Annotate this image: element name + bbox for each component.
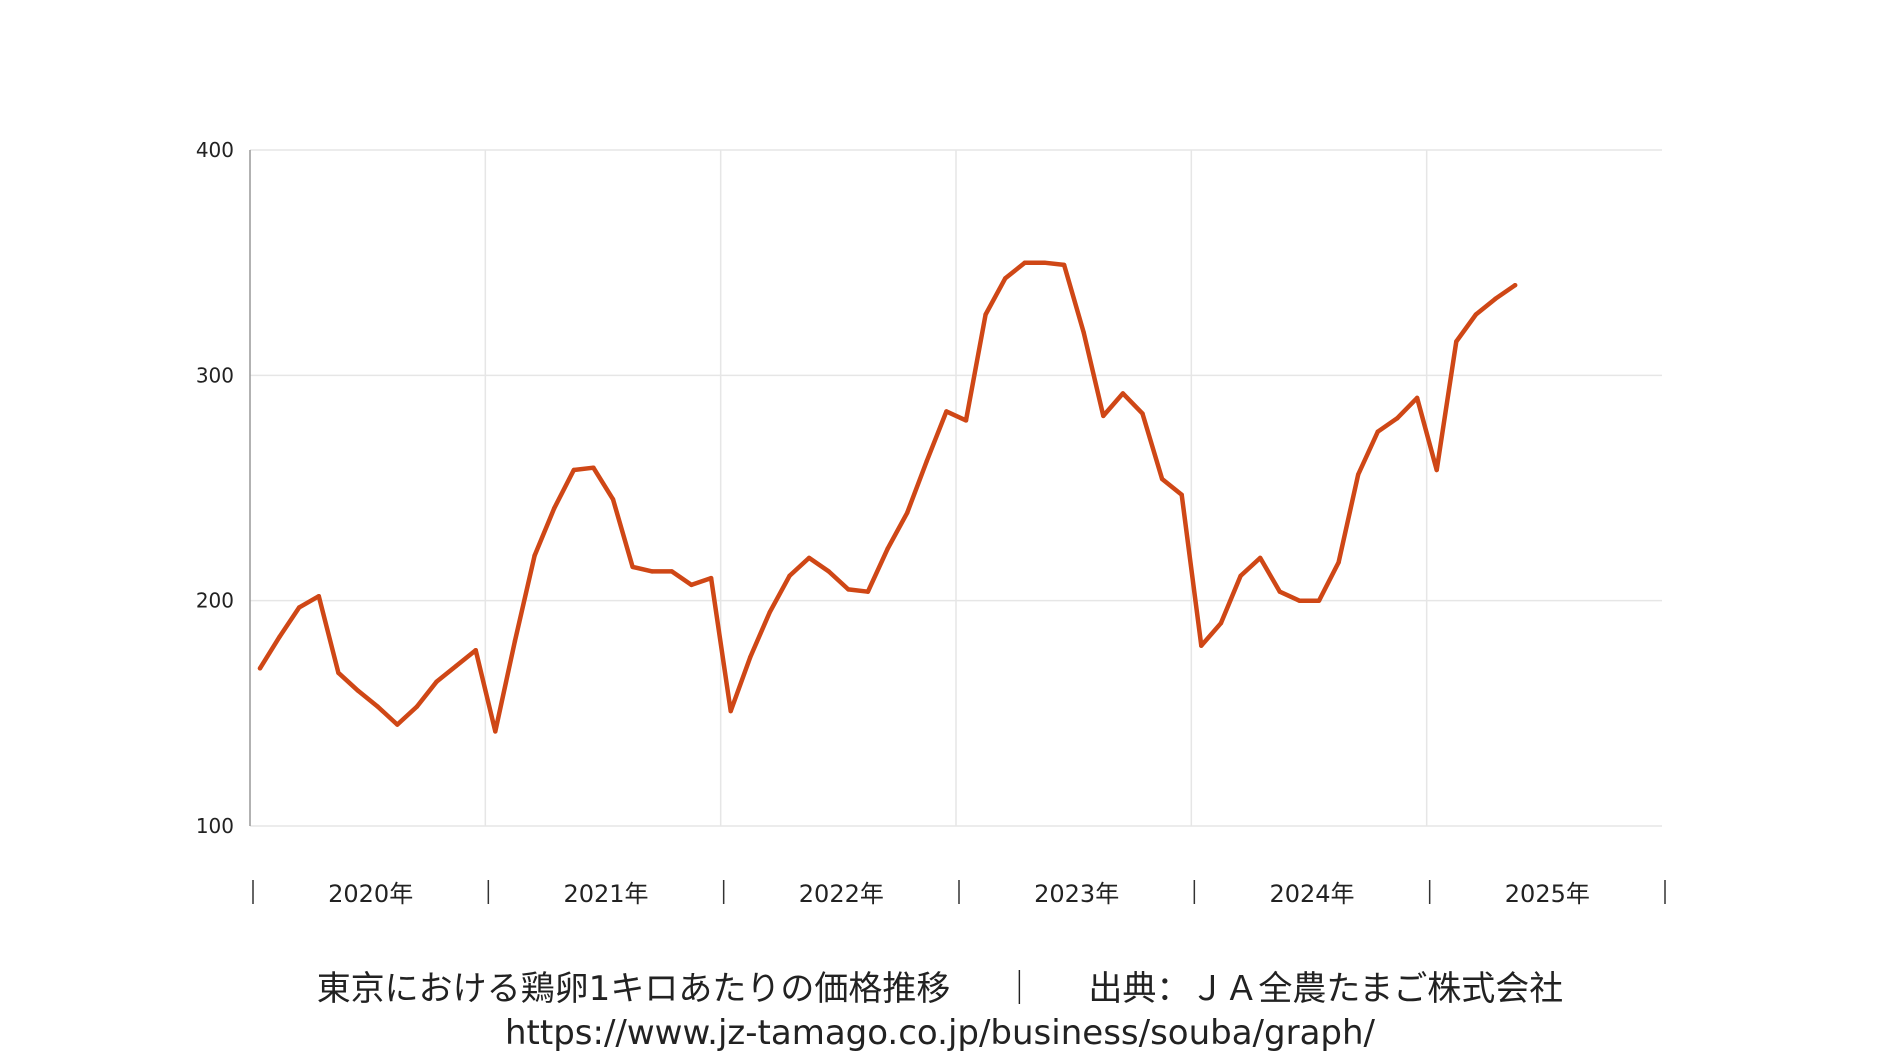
data-point [1454,339,1459,344]
data-point [1512,283,1518,288]
data-point [806,555,812,561]
data-point [1120,391,1126,396]
caption-separator: ｜ [1002,969,1037,1009]
data-point [826,569,831,574]
data-point [453,663,459,669]
x-tick-label: 2022年 [799,880,884,908]
data-point [787,573,792,579]
data-point [1218,621,1224,626]
data-point [1140,411,1145,416]
data-point [1258,555,1263,561]
data-point [1316,598,1322,603]
y-tick-labels: 100 200 300 400 [196,138,234,838]
data-point [1199,643,1204,648]
x-tick-label: 2024年 [1269,880,1354,908]
data-point [297,605,302,610]
data-point [571,467,576,473]
y-tick-label: 400 [196,138,234,162]
y-tick-label: 100 [196,814,234,838]
data-point [865,589,871,594]
data-point [630,564,635,570]
x-tick-labels: 2020年 2021年 2022年 2023年 2024年 2025年 [252,880,1666,908]
data-point [1238,573,1243,579]
chart-caption-source: 出典：ＪＡ全農たまご株式会社 [1088,969,1564,1009]
data-point [395,722,400,727]
data-point [885,546,890,551]
data-point [591,465,596,470]
data-point [493,729,498,734]
data-point [748,654,753,660]
x-tick-label: 2020年 [328,880,413,908]
data-point [1061,262,1067,268]
x-tick-label: 2025年 [1505,880,1590,908]
data-point [767,609,773,615]
data-point [336,670,341,675]
data-point [650,569,655,574]
data-point [1493,296,1498,301]
data-point [1434,467,1439,473]
data-point [924,458,929,464]
data-point [512,639,518,644]
data-point [375,704,380,709]
data-point [1159,476,1165,482]
data-point [1003,276,1008,281]
data-point [552,506,557,511]
data-point [1022,260,1027,265]
y-tick-label: 200 [196,589,234,613]
data-point [1277,589,1283,594]
data-point [1473,312,1479,317]
data-point [257,666,263,671]
data-point [1297,598,1302,603]
grid-lines [250,149,1662,827]
data-point [1336,560,1341,565]
data-point [414,704,420,709]
data-point [1375,429,1381,434]
data-point [434,679,439,684]
data-point [532,553,537,558]
data-point [1395,415,1400,421]
data-point [983,312,988,317]
caption-url: https://www.jz-tamago.co.jp/business/sou… [504,1013,1375,1053]
egg-price-series-line [257,260,1518,734]
data-point [473,648,478,653]
data-point [1042,260,1047,265]
data-point [610,497,616,502]
x-tick-label: 2023年 [1034,880,1119,908]
data-point [1356,472,1361,477]
data-point [669,569,674,574]
data-point [944,409,949,414]
data-point [708,575,714,581]
data-point [316,594,321,599]
data-points [257,260,1518,734]
data-point [1081,330,1086,335]
data-point [963,418,969,423]
chart-caption-title: 東京における鶏卵1キロあたりの価格推移 [316,969,951,1009]
x-tick-label: 2021年 [563,880,648,908]
data-point [355,688,361,693]
data-point [689,582,694,588]
y-tick-label: 300 [196,363,234,387]
data-point [846,587,851,592]
caption-title-line: 東京における鶏卵1キロあたりの価格推移 ｜ 出典：ＪＡ全農たまご株式会社 [0,968,1880,1010]
data-point [1414,395,1420,401]
data-point [905,510,910,515]
data-point [1179,492,1184,497]
data-point [728,708,733,714]
data-point [1101,413,1106,419]
data-point [277,634,282,639]
